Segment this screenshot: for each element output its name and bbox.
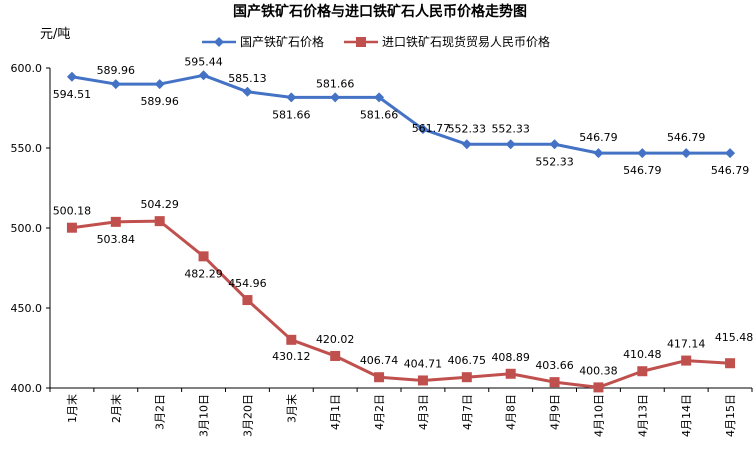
legend: 国产铁矿石价格 进口铁矿石现货贸易人民币价格 xyxy=(202,34,550,49)
data-label-series-2: 504.29 xyxy=(140,198,179,211)
y-tick-label: 500.0 xyxy=(11,222,43,235)
x-tick-label: 4月8日 xyxy=(505,394,518,430)
series-1-point xyxy=(593,148,604,159)
data-label-series-1: 552.33 xyxy=(535,155,574,168)
series-line-1 xyxy=(71,73,731,155)
axes: 400.0 450.0 500.0 550.0 600.0 1月末 2月末 3月2日 3月10日… xyxy=(11,62,753,437)
x-tick-label: 3月20日 xyxy=(241,394,254,437)
chart-title: 国产铁矿石价格与进口铁矿石人民币价格走势图 xyxy=(233,3,527,20)
series-2-point xyxy=(505,368,516,379)
y-tick-label: 450.0 xyxy=(11,302,43,315)
data-label-series-1: 552.33 xyxy=(491,122,530,135)
legend-marker-series-1 xyxy=(214,37,224,47)
x-tick-label: 4月13日 xyxy=(636,394,649,437)
data-label-series-1: 581.66 xyxy=(360,108,399,121)
series-1-point xyxy=(461,139,472,150)
series-2-point xyxy=(286,334,297,345)
series-2-point xyxy=(374,372,385,383)
series-2-point xyxy=(242,295,253,306)
series-1-point xyxy=(637,148,648,159)
series-1-point xyxy=(725,148,736,159)
series-1-point xyxy=(417,124,428,135)
y-tick-label: 600.0 xyxy=(11,62,43,75)
data-label-series-1: 585.13 xyxy=(228,72,267,85)
x-tick-label: 1月末 xyxy=(65,394,79,423)
series-2-point xyxy=(549,377,560,388)
data-label-series-2: 404.71 xyxy=(404,357,443,370)
data-label-series-2: 403.66 xyxy=(535,359,574,372)
series-1-point xyxy=(110,79,121,90)
data-label-series-2: 500.18 xyxy=(53,205,92,218)
x-tick-label: 4月1日 xyxy=(329,394,342,430)
x-tick-label: 4月7日 xyxy=(461,394,474,430)
data-label-series-1: 594.51 xyxy=(53,88,92,101)
data-label-series-2: 482.29 xyxy=(184,267,223,280)
series-2-point xyxy=(198,251,209,262)
series-1-point xyxy=(242,86,253,97)
data-label-series-2: 417.14 xyxy=(667,338,706,351)
data-label-series-2: 415.48 xyxy=(715,331,754,344)
x-tick-label: 3月2日 xyxy=(154,394,167,430)
series-1-point xyxy=(374,92,385,103)
series-2-point xyxy=(637,366,648,377)
data-label-series-2: 430.12 xyxy=(272,350,311,363)
series-2-point xyxy=(66,222,77,233)
y-tick-label: 550.0 xyxy=(11,142,43,155)
series-1-point xyxy=(681,148,692,159)
data-label-series-1: 546.79 xyxy=(623,164,662,177)
series-2-point xyxy=(593,382,604,393)
data-label-series-2: 420.02 xyxy=(316,333,355,346)
series-1-point xyxy=(505,139,516,150)
data-label-series-2: 408.89 xyxy=(491,351,530,364)
series-2-point xyxy=(417,375,428,386)
data-label-series-2: 410.48 xyxy=(623,348,662,361)
data-label-series-1: 589.96 xyxy=(140,95,179,108)
x-tick-label: 4月14日 xyxy=(680,394,693,437)
legend-label-series-2: 进口铁矿石现货贸易人民币价格 xyxy=(382,34,550,49)
series-1-point xyxy=(330,92,341,103)
series-2-point xyxy=(461,372,472,383)
series-1-point xyxy=(549,139,560,150)
data-label-series-2: 503.84 xyxy=(97,233,136,246)
x-tick-label: 4月15日 xyxy=(724,394,737,437)
series-2-point xyxy=(110,216,121,227)
data-label-layer: 594.51 589.96 589.96 595.44 585.13 581.66 581.… xyxy=(53,55,754,377)
series-2-point xyxy=(154,216,165,227)
series-1-point xyxy=(198,70,209,81)
data-label-series-2: 454.96 xyxy=(228,277,267,290)
legend-marker-series-2 xyxy=(356,37,366,47)
x-tick-label: 2月末 xyxy=(109,394,123,423)
x-tick-label: 4月9日 xyxy=(549,394,562,430)
data-label-series-2: 406.74 xyxy=(360,354,399,367)
series-1-point xyxy=(154,79,165,90)
x-tick-label: 3月10日 xyxy=(198,394,211,437)
x-tick-label: 3月末 xyxy=(284,394,298,423)
data-label-series-1: 546.79 xyxy=(711,164,750,177)
series-1-point xyxy=(286,92,297,103)
data-label-series-1: 581.66 xyxy=(316,77,355,90)
data-label-series-1: 561.77 xyxy=(412,122,451,135)
data-label-series-1: 552.33 xyxy=(448,122,487,135)
data-label-series-1: 546.79 xyxy=(667,131,706,144)
series-2-point xyxy=(681,355,692,366)
series-2-point xyxy=(330,350,341,361)
series-layer xyxy=(66,70,736,393)
y-axis-unit: 元/吨 xyxy=(40,27,70,42)
data-label-series-2: 406.75 xyxy=(448,354,487,367)
x-tick-label: 4月3日 xyxy=(417,394,430,430)
series-line-2 xyxy=(71,219,731,389)
data-label-series-1: 595.44 xyxy=(184,55,223,68)
y-tick-label: 400.0 xyxy=(11,382,43,395)
data-label-series-1: 589.96 xyxy=(97,64,136,77)
data-label-series-1: 581.66 xyxy=(272,108,311,121)
data-label-series-1: 546.79 xyxy=(579,131,618,144)
x-tick-label: 4月2日 xyxy=(373,394,386,430)
x-tick-label: 4月10日 xyxy=(592,394,605,437)
series-2-point xyxy=(725,358,736,369)
data-label-series-2: 400.38 xyxy=(579,364,618,377)
series-1-point xyxy=(66,71,77,82)
legend-label-series-1: 国产铁矿石价格 xyxy=(240,34,324,49)
